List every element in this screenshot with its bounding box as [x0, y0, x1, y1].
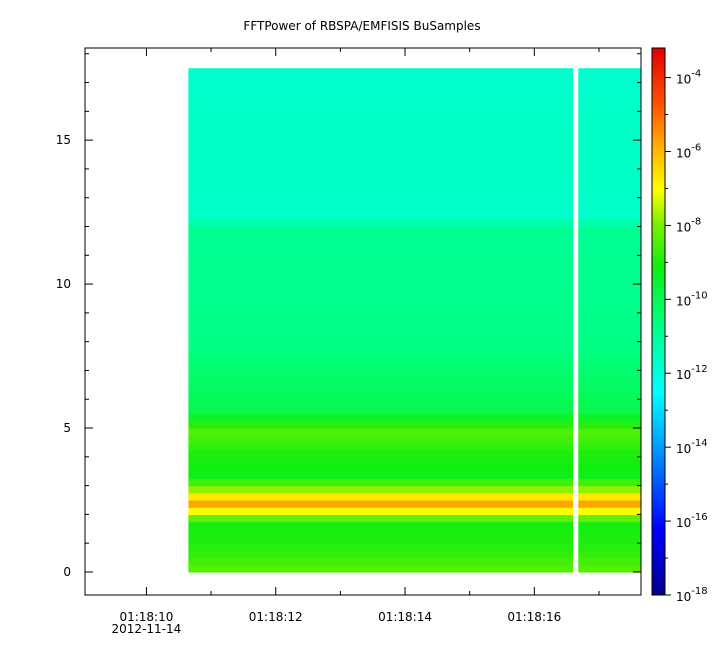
heatmap-band: [188, 399, 641, 407]
heatmap-band: [188, 392, 641, 400]
heatmap-band: [188, 442, 641, 451]
heatmap-band: [188, 564, 641, 573]
heatmap-band: [188, 118, 641, 127]
heatmap-band: [188, 219, 641, 228]
heatmap-band: [188, 68, 641, 76]
heatmap-band: [188, 334, 641, 343]
heatmap-band: [188, 536, 641, 544]
heatmap-band: [188, 514, 641, 523]
heatmap-band: [188, 363, 641, 371]
heatmap-band: [188, 327, 641, 336]
heatmap-band: [188, 154, 641, 163]
heatmap-band: [188, 557, 641, 566]
heatmap-band: [188, 197, 641, 206]
heatmap-band: [188, 284, 641, 292]
colorbar-tick-label: 10-12: [676, 364, 708, 382]
colorbar-tick-label: 10-6: [676, 142, 701, 160]
heatmap-band: [188, 348, 641, 357]
heatmap-band: [188, 528, 641, 537]
heatmap-band: [188, 428, 641, 436]
colorbar-tick-label: 10-16: [676, 512, 708, 530]
plot-frame: [84, 47, 642, 596]
heatmap-band: [188, 507, 641, 515]
heatmap-band: [188, 550, 641, 559]
heatmap-band: [188, 406, 641, 415]
heatmap-band: [188, 176, 641, 184]
colorbar-tick-label: 10-8: [676, 216, 701, 234]
colorbar-tick-label: 10-10: [676, 290, 708, 308]
heatmap-band: [188, 471, 641, 479]
heatmap-band: [188, 276, 641, 285]
heatmap-band: [188, 492, 641, 501]
x-tick-label: 01:18:16: [507, 610, 561, 624]
x-tick-date-label: 2012-11-14: [112, 622, 182, 636]
heatmap-band: [188, 226, 641, 235]
heatmap-band: [188, 111, 641, 120]
heatmap-band: [188, 370, 641, 379]
heatmap-band: [188, 377, 641, 386]
heatmap-band: [188, 521, 641, 530]
heatmap-band: [188, 456, 641, 465]
spectrogram-heatmap: [188, 67, 641, 573]
colorbar-tick-label: 10-14: [676, 438, 708, 456]
heatmap-band: [188, 435, 641, 443]
chart-title: FFTPower of RBSPA/EMFISIS BuSamples: [243, 19, 480, 33]
heatmap-band: [188, 104, 641, 112]
heatmap-band: [188, 298, 641, 307]
heatmap-band: [188, 449, 641, 458]
heatmap-band: [188, 190, 641, 199]
heatmap-band: [188, 233, 641, 242]
y-tick-label: 0: [63, 565, 71, 579]
heatmap-band: [188, 89, 641, 98]
heatmap-band: [188, 485, 641, 494]
heatmap-band: [188, 248, 641, 256]
heatmap-band: [188, 255, 641, 264]
heatmap-band: [188, 132, 641, 141]
heatmap-band: [188, 75, 641, 84]
y-tick-label: 5: [63, 421, 71, 435]
y-tick-label: 15: [56, 133, 71, 147]
heatmap-band: [188, 204, 641, 213]
heatmap-band: [188, 384, 641, 393]
heatmap-band: [188, 320, 641, 328]
data-gap: [573, 67, 579, 573]
x-tick-label: 01:18:12: [249, 610, 303, 624]
colorbar-tick-label: 10-4: [676, 69, 701, 87]
heatmap-band: [188, 464, 641, 472]
heatmap-band: [188, 305, 641, 314]
heatmap-band: [188, 312, 641, 321]
heatmap-band: [188, 500, 641, 508]
heatmap-band: [188, 356, 641, 364]
heatmap-band: [188, 262, 641, 271]
x-tick-label: 01:18:10: [119, 610, 173, 624]
heatmap-band: [188, 240, 641, 249]
heatmap-band: [188, 161, 641, 170]
x-tick-label: 01:18:14: [378, 610, 432, 624]
y-tick-label: 10: [56, 277, 71, 291]
colorbar-tick-label: 10-18: [676, 586, 708, 604]
heatmap-band: [188, 96, 641, 105]
heatmap-band: [188, 168, 641, 177]
heatmap-band: [188, 183, 641, 192]
heatmap-band: [188, 291, 641, 300]
colorbar: [651, 47, 666, 596]
heatmap-band: [188, 125, 641, 134]
colorbar-axis: 10-18 10-16 10-14 10-12 10-10 10-8 10-6 10-4: [665, 69, 708, 604]
heatmap-band: [188, 341, 641, 350]
heatmap-band: [188, 212, 641, 220]
heatmap-band: [188, 269, 641, 278]
heatmap-band: [188, 413, 641, 422]
heatmap-band: [188, 140, 641, 148]
heatmap-band: [188, 82, 641, 91]
heatmap-band: [188, 420, 641, 429]
heatmap-band: [188, 478, 641, 487]
heatmap-band: [188, 543, 641, 551]
heatmap-band: [188, 147, 641, 156]
